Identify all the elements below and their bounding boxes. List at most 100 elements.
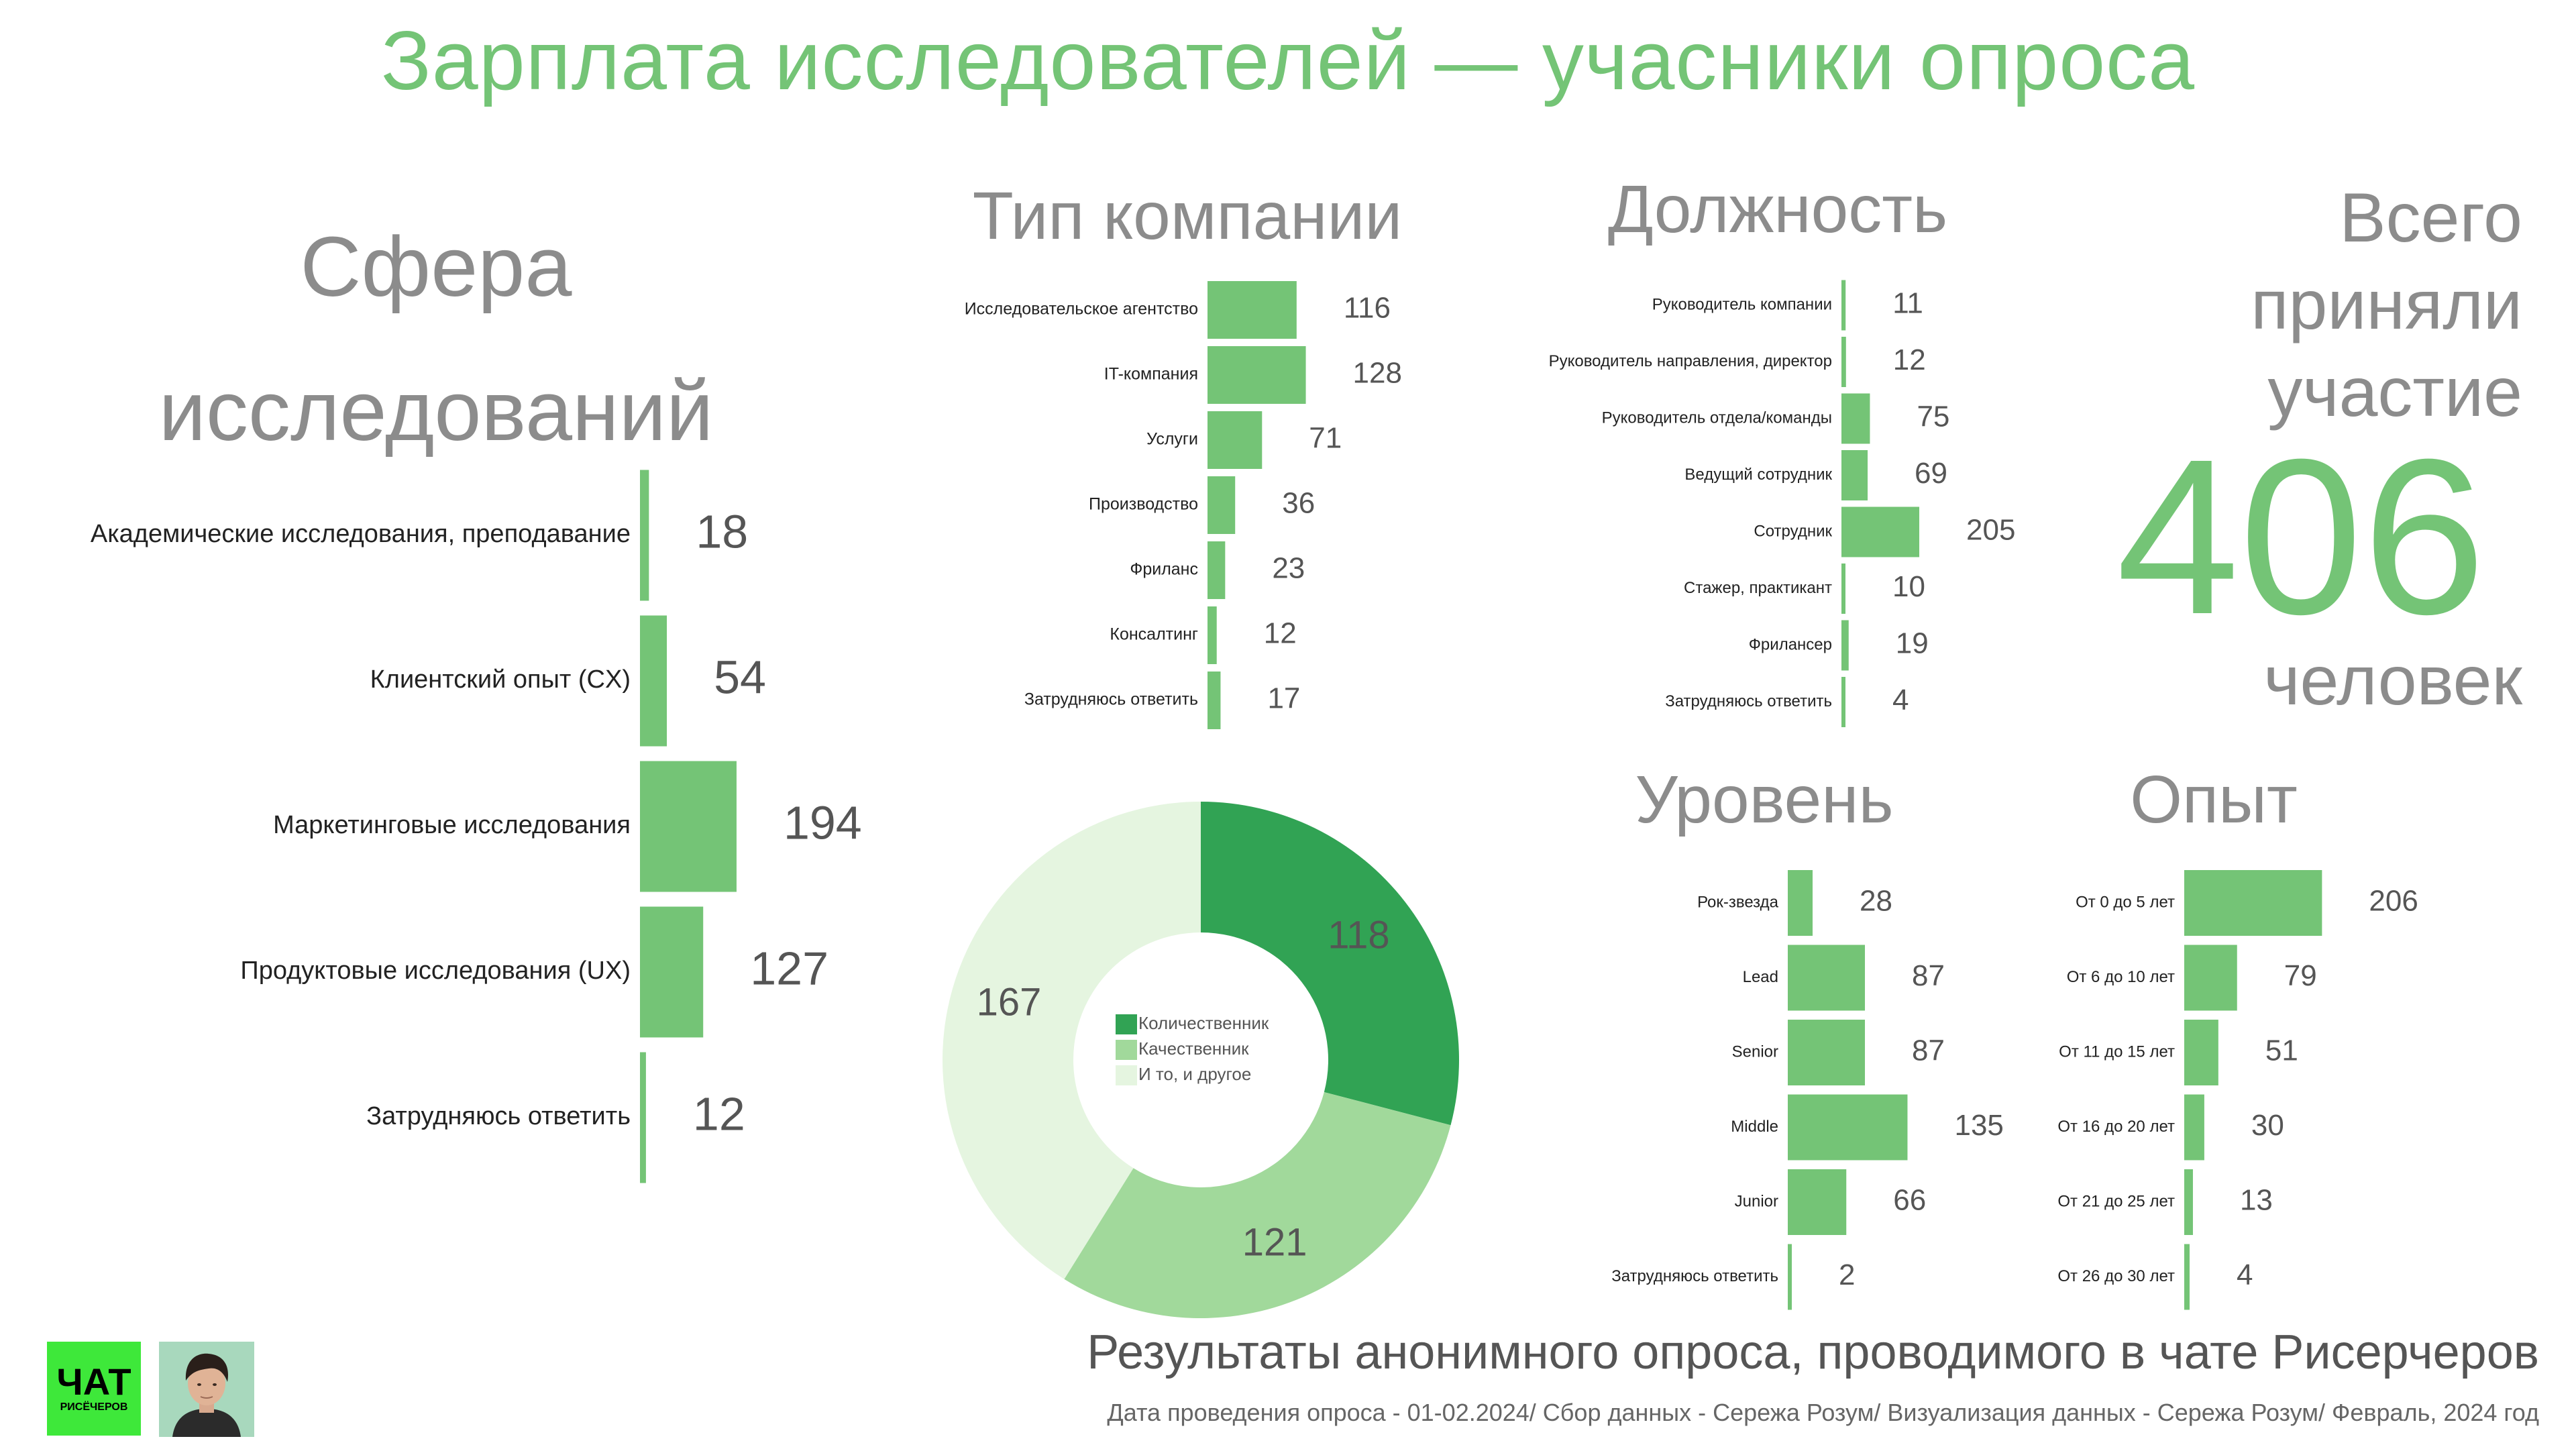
legend-label-2: И то, и другое — [1138, 1064, 1251, 1084]
bar-level-1 — [1788, 945, 1866, 1011]
category-label-sphere-1: Клиентский опыт (CX) — [370, 665, 631, 694]
category-label-position-4: Сотрудник — [1754, 522, 1832, 540]
page-title: Зарплата исследователей — учасники опрос… — [380, 15, 2196, 107]
value-label-experience-5: 4 — [2237, 1258, 2253, 1291]
category-label-position-0: Руководитель компании — [1652, 295, 1832, 313]
bar-position-4 — [1841, 506, 1920, 557]
value-label-sphere-0: 18 — [696, 505, 748, 557]
value-label-position-4: 205 — [1966, 514, 2015, 547]
value-label-position-0: 11 — [1892, 287, 1923, 320]
donut-slice-2 — [943, 802, 1201, 1279]
bar-company-6 — [1208, 672, 1221, 729]
footer-sub: Дата проведения опроса - 01-02.2024/ Сбо… — [1107, 1399, 2539, 1426]
donut-slice-1 — [1064, 1091, 1451, 1318]
legend-label-0: Количественник — [1138, 1013, 1269, 1033]
value-label-company-6: 17 — [1267, 682, 1300, 715]
bar-position-5 — [1841, 564, 1845, 614]
value-label-level-2: 87 — [1912, 1034, 1945, 1067]
bar-position-2 — [1841, 393, 1870, 444]
experience-title: Опыт — [2130, 762, 2298, 837]
category-label-company-4: Фриланс — [1130, 560, 1198, 579]
category-label-level-4: Junior — [1735, 1192, 1778, 1210]
legend-label-1: Качественник — [1138, 1038, 1249, 1059]
category-label-sphere-2: Маркетинговые исследования — [273, 811, 631, 839]
category-label-level-2: Senior — [1732, 1042, 1778, 1061]
total-line-2: приняли — [2251, 266, 2522, 344]
total-block: Всего приняли участие 406 человек — [2053, 174, 2522, 724]
company-chart: Исследовательское агентство 116 IT-компани… — [872, 268, 1476, 738]
category-label-level-0: Рок-звезда — [1697, 893, 1779, 911]
position-title: Должность — [1607, 172, 1948, 247]
bar-experience-2 — [2184, 1020, 2218, 1085]
bar-position-1 — [1841, 337, 1846, 387]
category-label-company-2: Услуги — [1146, 430, 1198, 449]
value-label-sphere-3: 127 — [750, 942, 828, 994]
bar-sphere-0 — [640, 470, 649, 601]
total-line-3: участие — [2267, 354, 2522, 431]
bar-position-0 — [1841, 280, 1846, 331]
category-label-position-6: Фрилансер — [1749, 635, 1832, 653]
total-line-1: Всего — [2339, 179, 2522, 257]
bar-position-3 — [1841, 450, 1868, 500]
sphere-title: Сфера исследований — [158, 219, 714, 458]
donut-value-label-2: 167 — [977, 981, 1042, 1024]
donut-value-label-1: 121 — [1242, 1221, 1307, 1265]
bar-level-3 — [1788, 1094, 1908, 1161]
legend-swatch-2 — [1116, 1065, 1137, 1085]
bar-company-4 — [1208, 541, 1226, 599]
bar-sphere-1 — [640, 615, 667, 747]
category-label-company-6: Затрудняюсь ответить — [1024, 690, 1198, 709]
category-label-position-1: Руководитель направления, директор — [1549, 352, 1832, 370]
bar-company-0 — [1208, 281, 1297, 339]
category-label-experience-5: От 26 до 30 лет — [2057, 1267, 2175, 1285]
bar-company-2 — [1208, 411, 1263, 469]
bar-company-5 — [1208, 606, 1217, 664]
value-label-company-5: 12 — [1264, 617, 1297, 650]
value-label-sphere-2: 194 — [784, 796, 862, 849]
category-label-company-3: Производство — [1089, 495, 1198, 514]
avatar — [159, 1342, 254, 1437]
value-label-company-3: 36 — [1282, 487, 1315, 520]
bar-company-3 — [1208, 476, 1236, 534]
category-label-sphere-0: Академические исследования, преподавание — [91, 520, 631, 548]
footer-main: Результаты анонимного опроса, проводимог… — [1087, 1326, 2539, 1379]
legend-swatch-0 — [1116, 1014, 1137, 1034]
category-label-experience-0: От 0 до 5 лет — [2076, 893, 2175, 911]
logo-line-1: ЧАТ — [56, 1360, 131, 1403]
bar-sphere-4 — [640, 1052, 646, 1183]
value-label-experience-3: 30 — [2251, 1109, 2284, 1142]
value-label-company-2: 71 — [1309, 422, 1342, 455]
category-label-level-1: Lead — [1743, 968, 1778, 986]
donut-value-label-0: 118 — [1328, 913, 1389, 957]
value-label-company-4: 23 — [1272, 552, 1305, 585]
value-label-experience-1: 79 — [2284, 959, 2317, 992]
position-chart: Руководитель компании 11 Руководитель напр… — [1476, 275, 2080, 731]
bar-experience-4 — [2184, 1169, 2193, 1235]
bar-level-2 — [1788, 1020, 1866, 1085]
value-label-level-5: 2 — [1839, 1258, 1855, 1291]
bar-level-5 — [1788, 1244, 1792, 1310]
bar-experience-5 — [2184, 1244, 2190, 1310]
category-label-experience-2: От 11 до 15 лет — [2059, 1042, 2175, 1061]
bar-sphere-3 — [640, 906, 704, 1038]
bar-position-6 — [1841, 620, 1849, 671]
value-label-company-1: 128 — [1353, 357, 1402, 390]
method-donut-chart: 118 121 167 Количественник Качественник И то,… — [932, 792, 1469, 1328]
category-label-company-5: Консалтинг — [1110, 625, 1198, 644]
legend-swatch-1 — [1116, 1040, 1137, 1060]
category-label-position-2: Руководитель отдела/команды — [1602, 409, 1832, 427]
value-label-experience-0: 206 — [2369, 885, 2418, 918]
value-label-level-4: 66 — [1893, 1184, 1926, 1217]
category-label-position-5: Стажер, практикант — [1684, 579, 1832, 597]
value-label-position-1: 12 — [1893, 343, 1926, 376]
level-title: Уровень — [1635, 762, 1894, 837]
bar-level-0 — [1788, 870, 1813, 936]
category-label-sphere-4: Затрудняюсь ответить — [366, 1102, 631, 1130]
bar-experience-0 — [2184, 870, 2322, 936]
category-label-position-3: Ведущий сотрудник — [1684, 466, 1832, 484]
bar-experience-1 — [2184, 945, 2237, 1011]
category-label-experience-3: От 16 до 20 лет — [2057, 1118, 2175, 1136]
category-label-experience-1: От 6 до 10 лет — [2067, 968, 2175, 986]
value-label-position-3: 69 — [1915, 457, 1947, 490]
company-title: Тип компании — [972, 178, 1403, 254]
